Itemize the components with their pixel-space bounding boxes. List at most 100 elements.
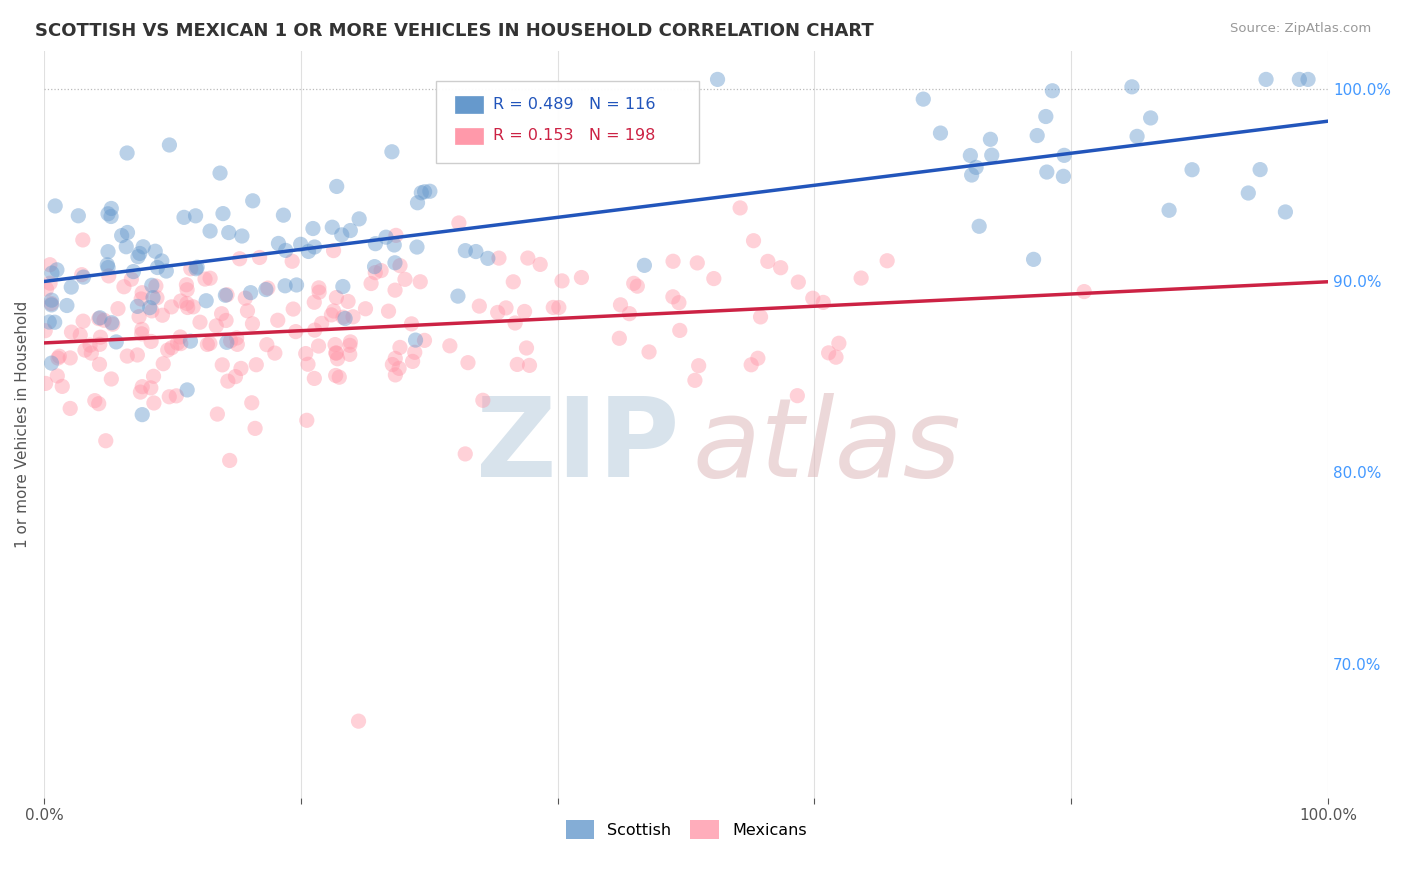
Point xyxy=(115,146,138,161)
Point xyxy=(34,324,56,338)
Point xyxy=(464,244,486,259)
Point xyxy=(239,285,262,300)
Point xyxy=(321,220,343,235)
Point xyxy=(228,252,250,266)
Point xyxy=(308,281,330,295)
Point xyxy=(100,316,122,330)
Point xyxy=(495,301,517,315)
Point xyxy=(1053,148,1076,162)
Point xyxy=(87,311,110,326)
Point xyxy=(184,261,207,276)
Point xyxy=(97,260,120,275)
Point xyxy=(294,346,316,360)
Point xyxy=(325,291,347,305)
Point xyxy=(381,358,404,372)
Point xyxy=(101,317,124,331)
Point xyxy=(224,369,246,384)
Point xyxy=(290,237,312,252)
Point xyxy=(503,316,526,330)
Point xyxy=(439,339,461,353)
Point xyxy=(406,195,429,210)
Point xyxy=(1274,205,1296,219)
Point xyxy=(112,279,135,293)
Point xyxy=(623,277,645,291)
Point xyxy=(256,337,278,351)
Point xyxy=(141,278,163,293)
Point xyxy=(186,260,208,275)
Point xyxy=(131,379,153,393)
Point xyxy=(72,233,94,247)
Point xyxy=(876,253,898,268)
Point xyxy=(131,326,153,341)
Point xyxy=(488,251,510,265)
Point xyxy=(304,295,326,310)
Point xyxy=(786,389,808,403)
Point xyxy=(39,296,62,310)
Point xyxy=(69,328,91,343)
Point xyxy=(668,295,690,310)
Point xyxy=(325,346,347,360)
Point xyxy=(242,317,264,331)
Point xyxy=(547,301,569,315)
Point xyxy=(516,251,538,265)
Point xyxy=(912,92,935,106)
Point xyxy=(609,298,631,312)
Point xyxy=(401,354,423,368)
Point xyxy=(339,223,361,237)
Point xyxy=(245,358,267,372)
Point xyxy=(342,310,364,324)
Point xyxy=(447,289,470,303)
Point xyxy=(176,283,198,297)
Point xyxy=(143,244,166,259)
Point xyxy=(173,211,195,225)
Point xyxy=(274,244,297,258)
Point xyxy=(38,258,60,272)
Point xyxy=(325,179,347,194)
Point xyxy=(304,371,326,385)
Point xyxy=(89,310,111,325)
Point xyxy=(447,216,470,230)
Point xyxy=(180,261,202,276)
Point xyxy=(142,291,165,305)
Point xyxy=(263,346,285,360)
Point xyxy=(377,304,399,318)
Point xyxy=(454,447,477,461)
Point xyxy=(285,277,308,292)
Point xyxy=(1139,111,1161,125)
Point xyxy=(551,274,574,288)
Point xyxy=(89,357,111,371)
Point xyxy=(339,347,361,361)
Point xyxy=(1288,72,1310,87)
Point xyxy=(198,224,221,238)
Point xyxy=(1022,252,1045,267)
Point xyxy=(1249,162,1271,177)
Point xyxy=(70,268,93,282)
Point xyxy=(48,349,70,363)
Point xyxy=(411,186,433,200)
Point xyxy=(668,323,690,337)
Point xyxy=(72,270,94,285)
Point xyxy=(166,336,188,351)
Point xyxy=(1042,84,1064,98)
Point xyxy=(967,219,990,234)
Point xyxy=(283,301,305,316)
Point xyxy=(740,358,762,372)
Point xyxy=(181,300,204,314)
Point xyxy=(332,279,354,293)
Point xyxy=(662,290,685,304)
Point xyxy=(46,368,69,383)
Point xyxy=(749,310,772,324)
Point xyxy=(176,383,198,397)
Text: Source: ZipAtlas.com: Source: ZipAtlas.com xyxy=(1230,22,1371,36)
Point xyxy=(236,303,259,318)
Point xyxy=(281,254,304,268)
Point xyxy=(980,148,1002,162)
Point xyxy=(150,254,173,268)
Point xyxy=(195,337,218,351)
Point xyxy=(51,379,73,393)
Point xyxy=(131,408,153,422)
Point xyxy=(115,240,138,254)
Point xyxy=(571,270,593,285)
Point xyxy=(347,211,370,226)
Point xyxy=(321,308,343,322)
